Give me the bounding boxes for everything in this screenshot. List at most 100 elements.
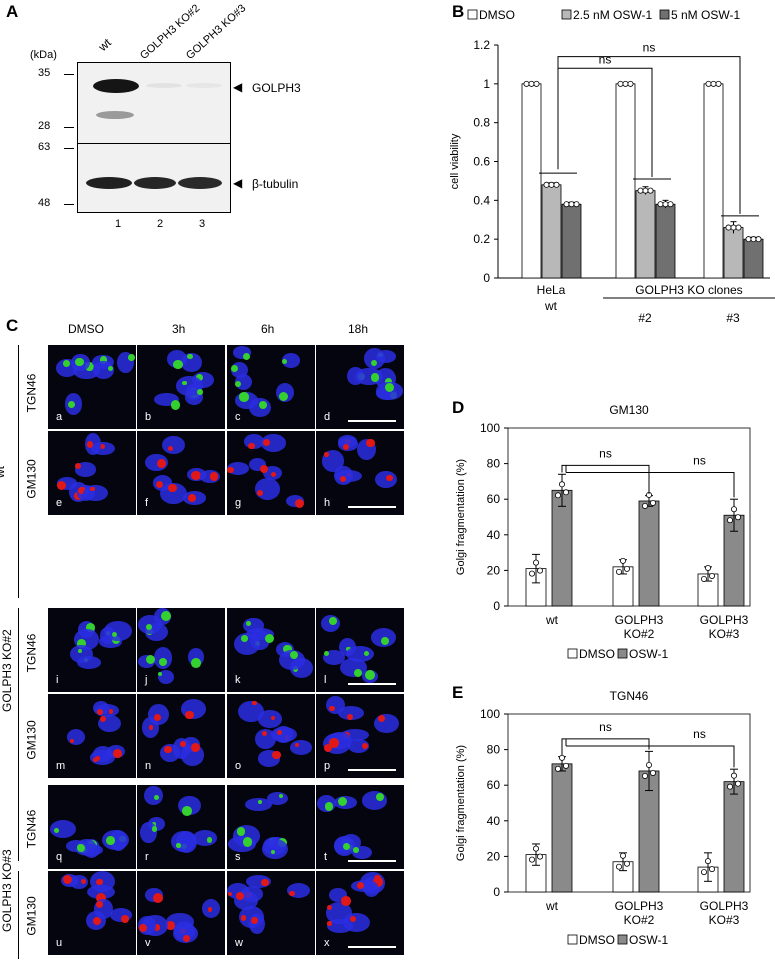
nucleus	[281, 353, 301, 369]
y-tick-label: 0	[483, 271, 490, 285]
micrograph-tile: l	[316, 608, 404, 692]
nucleus	[279, 650, 305, 670]
chart-d: GM130 0 20 40 60 80 100 Golgi fragmentation (%)…	[455, 403, 751, 661]
gm130-signal	[366, 438, 375, 448]
tile-letter: g	[235, 497, 242, 509]
gm130-signal	[97, 709, 104, 715]
tubulin-band-1	[86, 177, 132, 189]
data-point	[708, 572, 715, 579]
data-point	[704, 564, 711, 571]
data-point	[523, 80, 530, 87]
nucleus	[92, 361, 114, 379]
tgn46-signal	[145, 654, 155, 665]
tgn46-signal	[270, 849, 276, 855]
tile-letter: h	[324, 497, 331, 509]
tile-letter: i	[56, 674, 59, 686]
nucleus	[261, 838, 288, 859]
tgn46-signal	[242, 837, 253, 847]
golph3-label: GOLPH3	[252, 81, 301, 95]
tgn46-signal	[151, 826, 157, 832]
data-point	[667, 201, 674, 208]
tgn46-signal	[375, 792, 385, 802]
tubulin-label: β-tubulin	[252, 177, 299, 191]
gm130-signal	[156, 481, 163, 489]
micrograph-tile: m	[48, 694, 136, 778]
data-point	[533, 559, 540, 566]
nucleus	[104, 620, 132, 641]
data-point	[563, 201, 570, 208]
data-point	[528, 80, 535, 87]
tile-letter: k	[235, 674, 241, 686]
nucleus	[228, 835, 256, 853]
data-point	[555, 765, 562, 772]
ns-bracket-1	[557, 67, 653, 178]
tgn46-signal	[75, 357, 85, 367]
gm130-signal	[248, 442, 255, 449]
nucleus	[66, 729, 86, 746]
micrograph-tile: i	[48, 608, 136, 692]
tile-letter: l	[324, 674, 327, 686]
data-point	[710, 80, 717, 87]
gm130-signal	[260, 465, 269, 474]
nucleus	[162, 436, 185, 455]
col-label-6h: 6h	[261, 322, 275, 336]
gm130-signal	[386, 475, 393, 482]
tile-letter: b	[145, 411, 152, 423]
group-bracket-wt	[18, 345, 19, 598]
gm130-signal	[92, 916, 102, 926]
tgn46-signal	[245, 620, 251, 626]
gm130-signal	[108, 709, 114, 715]
y-tick-label: 0	[493, 599, 500, 613]
tgn46-signal	[259, 400, 268, 410]
lane-number-3: 3	[199, 218, 206, 230]
tgn46-signal	[182, 806, 192, 817]
scale-bar	[348, 769, 396, 771]
x-tick-label: GOLPH3	[700, 613, 749, 627]
tile-letter: s	[235, 851, 241, 863]
data-point	[715, 80, 722, 87]
tgn46-signal	[54, 827, 60, 833]
gm130-signal	[228, 891, 233, 897]
micrograph-tile: a	[48, 345, 136, 429]
data-point	[623, 860, 630, 867]
tile-letter: q	[56, 851, 63, 863]
tile-letter: j	[145, 674, 148, 686]
bar	[541, 184, 562, 279]
data-point	[730, 506, 737, 513]
gm130-signal	[250, 916, 259, 925]
gm130-signal	[56, 481, 67, 491]
data-point	[726, 783, 733, 790]
data-point	[662, 201, 669, 208]
gm130-signal	[341, 896, 351, 907]
data-point	[726, 517, 733, 524]
y-axis-label: Golgi fragmentation (%)	[455, 459, 467, 575]
tgn46-signal	[353, 668, 362, 678]
tgn46-signal	[77, 844, 86, 853]
y-tick-label: 20	[487, 563, 501, 577]
tile-letter: x	[324, 937, 330, 949]
gm130-signal	[69, 738, 74, 743]
gm130-signal	[227, 466, 234, 474]
bar	[551, 763, 573, 893]
tgn46-signal	[243, 352, 251, 360]
y-tick-label: 0	[493, 885, 500, 899]
tubulin-blot	[77, 143, 231, 213]
y-tick-label: 20	[487, 849, 501, 863]
ns-label: ns	[693, 727, 706, 741]
legend-label: DMSO	[579, 647, 615, 661]
tile-letter: v	[145, 937, 151, 949]
tgn46-signal	[111, 631, 118, 638]
gm130-signal	[289, 890, 295, 897]
data-point	[615, 863, 622, 870]
data-point	[537, 853, 544, 860]
tile-letter: u	[56, 937, 63, 949]
tgn46-signal	[146, 624, 153, 630]
nucleus	[158, 670, 175, 684]
tile-letter: n	[145, 760, 152, 772]
tile-letter: r	[145, 851, 149, 863]
tgn46-signal	[281, 358, 287, 364]
y-axis-label: Golgi fragmentation (%)	[455, 745, 467, 861]
col-label-18h: 18h	[348, 322, 369, 336]
gm130-signal	[263, 439, 271, 447]
group-bracket-ko3	[18, 871, 19, 959]
